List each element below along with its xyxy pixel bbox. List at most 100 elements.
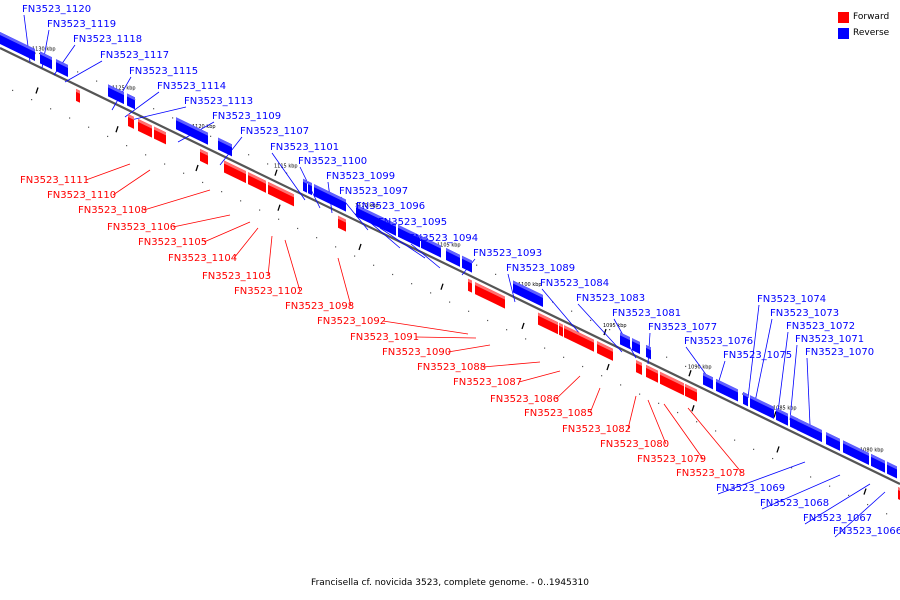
forward-gene-label: FN3523_1111 (20, 175, 89, 186)
scale-dot (12, 89, 14, 92)
label-leaders (23, 14, 886, 538)
scale-dot (50, 108, 52, 110)
reverse-gene-label: FN3523_1084 (540, 278, 609, 289)
tick-mark (358, 243, 362, 251)
scale-dot (392, 273, 394, 276)
scale-dot (335, 246, 337, 248)
forward-gene-label: FN3523_1103 (202, 271, 271, 282)
reverse-gene-label: FN3523_1072 (786, 321, 855, 332)
reverse-gene-label: FN3523_1107 (240, 126, 309, 137)
forward-gene-leader (85, 163, 131, 181)
forward-gene-label: FN3523_1108 (78, 205, 147, 216)
gene-highlight (314, 184, 346, 203)
gene-highlight (268, 181, 272, 187)
forward-gene-leader (647, 399, 667, 445)
scale-dot (468, 310, 470, 312)
scale-dot (601, 375, 603, 377)
forward-gene-leader (172, 214, 231, 228)
tick-mark (773, 411, 777, 418)
scale-dot (677, 411, 679, 414)
reverse-gene-label: FN3523_1094 (409, 233, 478, 244)
gene-highlight (475, 282, 493, 294)
scale-dots (12, 43, 896, 515)
scale-dot (544, 347, 546, 349)
reverse-gene-label: FN3523_1073 (770, 308, 839, 319)
gene-highlight (421, 235, 441, 249)
tick-mark (274, 169, 278, 176)
tick-mark (440, 283, 444, 290)
scale-dot (373, 264, 375, 266)
forward-gene-leader (284, 239, 301, 292)
reverse-gene (356, 204, 396, 236)
forward-gene-leader (482, 361, 541, 368)
forward-gene-leader (267, 235, 273, 277)
gene-highlight (776, 407, 788, 417)
scale-dot (259, 209, 261, 211)
scale-dot (297, 227, 299, 230)
forward-gene-leader (447, 344, 491, 353)
tick-mark (691, 405, 695, 412)
scale-dot (742, 393, 744, 395)
gene-highlight (538, 312, 558, 326)
gene-highlight (826, 432, 840, 442)
gene-highlight (248, 172, 266, 184)
forward-gene-label: FN3523_1106 (107, 222, 176, 233)
scale-dot (810, 476, 812, 478)
scale-dot (77, 71, 79, 73)
forward-gene-label: FN3523_1110 (47, 190, 116, 201)
gene-highlight (513, 280, 543, 299)
genome-caption: Francisella cf. novicida 3523, complete … (311, 578, 589, 588)
scale-dot (685, 365, 687, 368)
scale-dot (582, 365, 584, 368)
reverse-gene-label: FN3523_1077 (648, 322, 717, 333)
reverse-gene-leader (130, 106, 187, 121)
reverse-gene-label: FN3523_1066 (833, 526, 900, 537)
gene-highlight (636, 360, 642, 366)
scale-dot (620, 384, 622, 386)
forward-gene-label: FN3523_1091 (350, 332, 419, 343)
gene-highlight (887, 461, 897, 470)
scale-dot (31, 99, 33, 101)
tick-mark (688, 370, 692, 377)
reverse-gene (218, 137, 232, 157)
forward-gene-leader (627, 395, 637, 430)
scale-dot (525, 338, 527, 340)
reverse-gene-label: FN3523_1083 (576, 293, 645, 304)
scale-dot (449, 301, 451, 303)
forward-gene-leader (687, 407, 743, 474)
reverse-gene-leader (747, 304, 760, 399)
legend-reverse-label: Reverse (853, 28, 890, 38)
forward-gene-leader (415, 336, 477, 339)
reverse-gene-leader (754, 318, 773, 403)
gene-highlight (493, 290, 505, 300)
gene-highlight (790, 414, 798, 422)
gene-highlight (646, 344, 651, 351)
reverse-gene-label: FN3523_1100 (298, 156, 367, 167)
forward-gene-label: FN3523_1087 (453, 377, 522, 388)
scale-dot (354, 255, 356, 257)
tick-label: 1080 kbp (860, 448, 884, 454)
gene-highlight (871, 453, 885, 464)
reverse-gene-label: FN3523_1119 (47, 19, 116, 30)
scale-dot (278, 218, 280, 220)
gene-highlight (0, 32, 35, 52)
reverse-gene-leader (804, 483, 871, 525)
scale-dot (639, 393, 641, 395)
reverse-gene-leader (64, 60, 103, 83)
gene-highlight (127, 93, 135, 101)
scale-dot (609, 328, 611, 331)
scale-dot (153, 108, 155, 110)
legend-forward: Forward (838, 9, 889, 25)
tick-mark (35, 87, 39, 94)
gene-highlight (797, 418, 822, 434)
reverse-gene-label: FN3523_1068 (760, 498, 829, 509)
reverse-swatch (838, 27, 849, 39)
forward-gene (475, 282, 493, 303)
gene-highlight (743, 391, 748, 398)
scale-dot (753, 448, 755, 450)
tick-mark (195, 164, 199, 172)
forward-gene-leader (143, 189, 211, 211)
reverse-gene-leader (410, 243, 441, 269)
reverse-gene (716, 378, 738, 402)
scale-dot (39, 52, 41, 55)
